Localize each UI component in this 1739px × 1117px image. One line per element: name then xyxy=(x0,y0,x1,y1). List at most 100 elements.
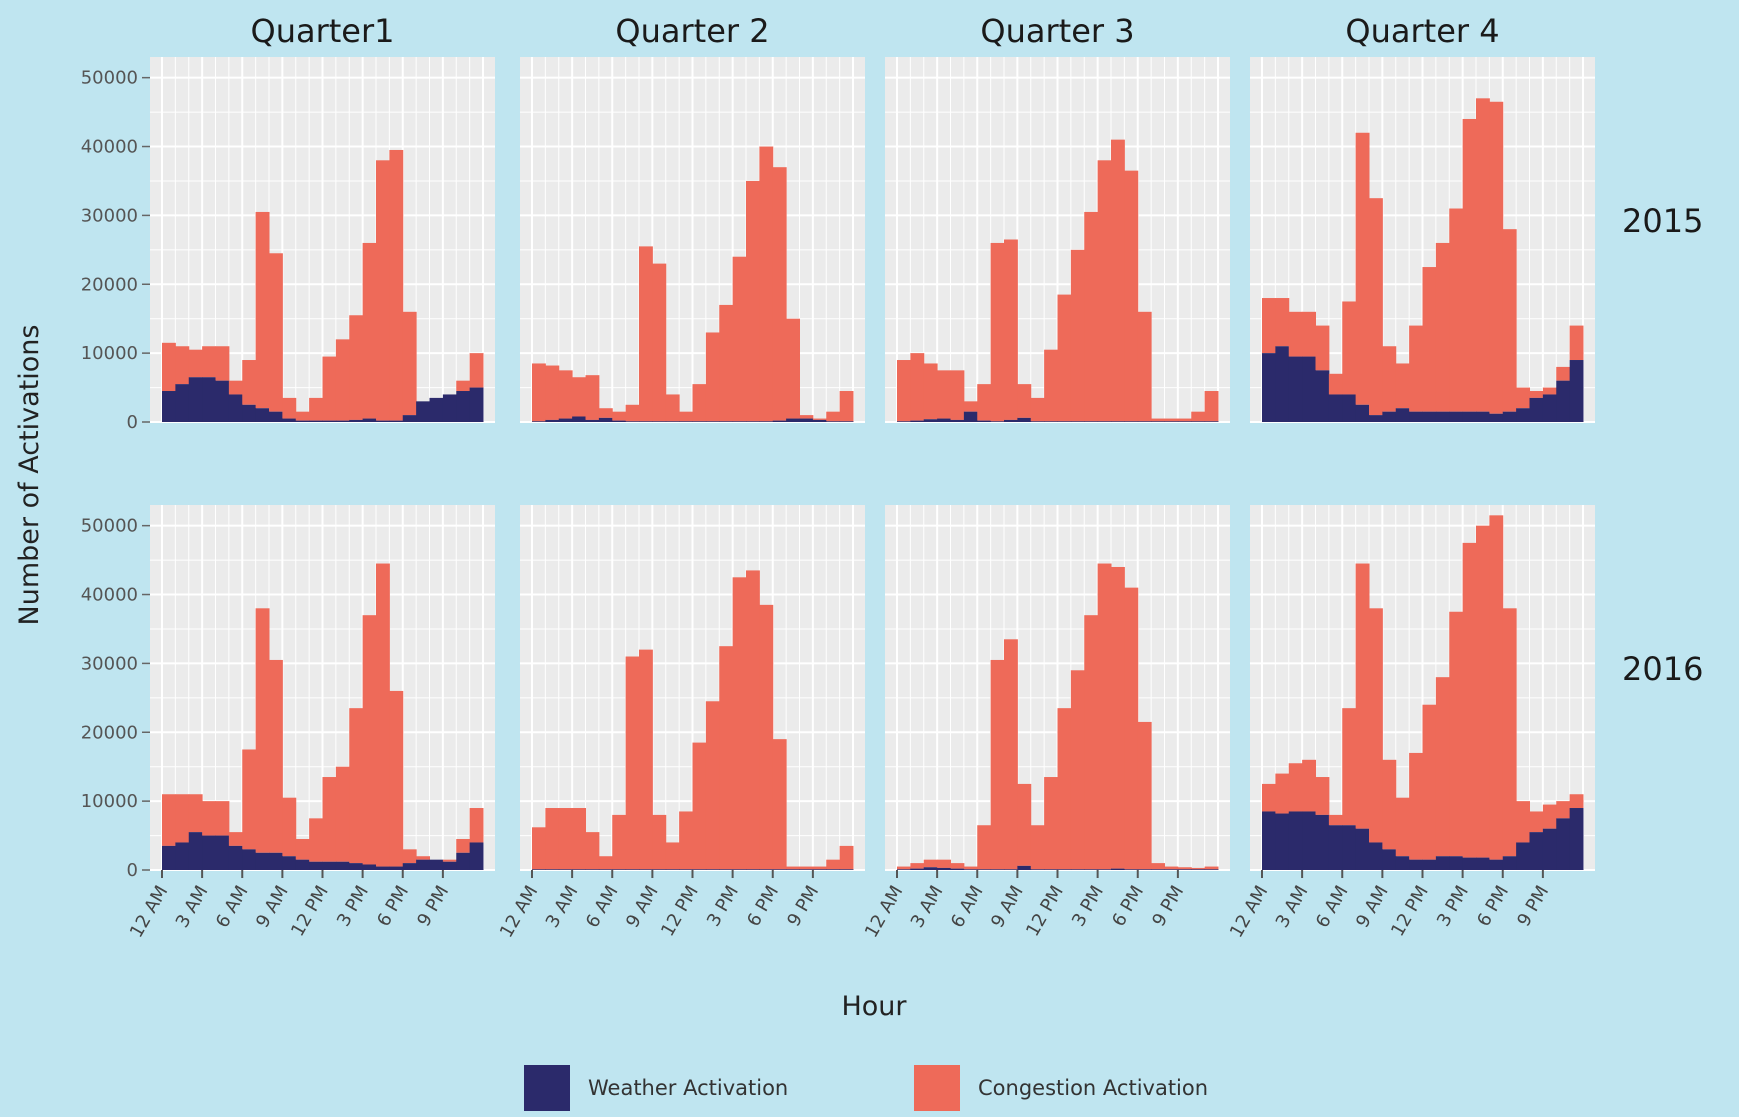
panel-1-2015 xyxy=(150,57,495,423)
bar-congestion xyxy=(1328,373,1343,395)
bar-weather xyxy=(772,869,787,870)
x-tick-label: 6 PM xyxy=(373,882,413,930)
bar-weather xyxy=(812,869,827,870)
bar-weather xyxy=(572,869,586,870)
bar-weather xyxy=(1275,346,1290,422)
bar-congestion xyxy=(897,360,911,422)
bar-congestion xyxy=(349,315,364,420)
bar-weather xyxy=(282,856,297,870)
bar-congestion xyxy=(202,801,216,836)
panel-2-2015 xyxy=(520,57,865,423)
bar-congestion xyxy=(950,370,965,420)
bar-weather xyxy=(1342,394,1357,422)
bar-weather xyxy=(1382,411,1397,422)
bar-congestion xyxy=(1502,229,1517,412)
bar-congestion xyxy=(1204,391,1219,422)
x-tick-label: 6 AM xyxy=(212,882,253,931)
bar-weather xyxy=(1369,415,1383,422)
bar-congestion xyxy=(1476,98,1490,412)
x-tick-label: 12 PM xyxy=(1387,882,1433,940)
bar-congestion xyxy=(362,615,377,865)
bar-weather xyxy=(1449,856,1464,870)
bar-congestion xyxy=(812,866,827,870)
bar-weather xyxy=(1569,360,1584,422)
x-tick-label: 6 AM xyxy=(582,882,623,931)
x-tick-label: 9 AM xyxy=(1352,882,1393,931)
bar-congestion xyxy=(799,866,814,870)
bar-weather xyxy=(990,421,1005,422)
bar-congestion xyxy=(652,263,667,422)
y-tick-label: 40000 xyxy=(81,585,138,606)
bar-weather xyxy=(746,421,760,422)
bar-weather xyxy=(732,421,747,422)
bar-congestion xyxy=(923,363,938,420)
x-tick-label: 9 AM xyxy=(252,882,293,931)
bar-congestion xyxy=(456,380,471,392)
bar-weather xyxy=(1435,856,1450,870)
bar-congestion xyxy=(1070,249,1085,422)
bar-congestion xyxy=(376,563,390,867)
bar-weather xyxy=(652,869,667,870)
bar-weather xyxy=(1462,857,1477,870)
bar-weather xyxy=(389,420,404,422)
bar-congestion xyxy=(362,242,377,419)
bar-weather xyxy=(1124,421,1139,422)
bar-weather xyxy=(362,864,377,870)
bar-weather xyxy=(282,418,297,422)
bar-congestion xyxy=(1151,863,1165,870)
bar-congestion xyxy=(1191,867,1206,870)
bar-weather xyxy=(977,420,992,422)
x-tick-label: 9 AM xyxy=(622,882,663,931)
bar-congestion xyxy=(1070,670,1085,870)
bar-weather xyxy=(1164,421,1179,422)
y-tick-label: 10000 xyxy=(81,791,138,812)
bar-congestion xyxy=(665,842,680,870)
bar-weather xyxy=(1288,811,1303,870)
bar-weather xyxy=(1355,404,1370,422)
bar-congestion xyxy=(202,346,216,378)
bar-congestion xyxy=(963,866,978,870)
bar-weather xyxy=(963,411,978,422)
bar-congestion xyxy=(442,859,457,862)
bar-congestion xyxy=(376,160,390,421)
bar-congestion xyxy=(625,404,640,422)
bar-weather xyxy=(1422,411,1437,422)
bar-congestion xyxy=(1177,418,1192,422)
bar-congestion xyxy=(1542,387,1557,395)
y-tick-label: 0 xyxy=(127,860,138,881)
bar-weather xyxy=(1328,394,1343,422)
bar-congestion xyxy=(990,242,1005,422)
bar-congestion xyxy=(1315,325,1330,371)
bar-weather xyxy=(625,869,640,870)
bar-congestion xyxy=(1044,777,1058,870)
bar-congestion xyxy=(1017,384,1032,418)
bar-weather xyxy=(545,869,560,870)
bar-weather xyxy=(897,421,911,422)
bar-weather xyxy=(1151,869,1165,870)
bar-congestion xyxy=(215,801,230,836)
bar-congestion xyxy=(1342,301,1357,395)
bar-weather xyxy=(786,418,800,422)
bar-weather xyxy=(162,845,176,870)
bar-congestion xyxy=(1489,101,1504,414)
bar-congestion xyxy=(1057,294,1072,422)
bar-weather xyxy=(950,868,965,870)
bar-congestion xyxy=(269,253,283,412)
bar-congestion xyxy=(1097,563,1112,870)
bar-weather xyxy=(1529,832,1544,870)
bar-weather xyxy=(558,869,573,870)
bar-weather xyxy=(1409,411,1423,422)
bar-congestion xyxy=(335,339,350,421)
bar-congestion xyxy=(1004,639,1018,870)
bar-congestion xyxy=(692,742,707,870)
bar-weather xyxy=(585,419,600,422)
bar-weather xyxy=(1476,411,1490,422)
bar-weather xyxy=(295,859,310,870)
bar-weather xyxy=(585,869,600,870)
panel-4-2015 xyxy=(1250,57,1595,423)
bar-congestion xyxy=(215,346,230,381)
bar-congestion xyxy=(1516,387,1530,409)
bar-weather xyxy=(1057,421,1072,422)
bar-weather xyxy=(1355,828,1370,870)
bar-weather xyxy=(652,421,667,422)
